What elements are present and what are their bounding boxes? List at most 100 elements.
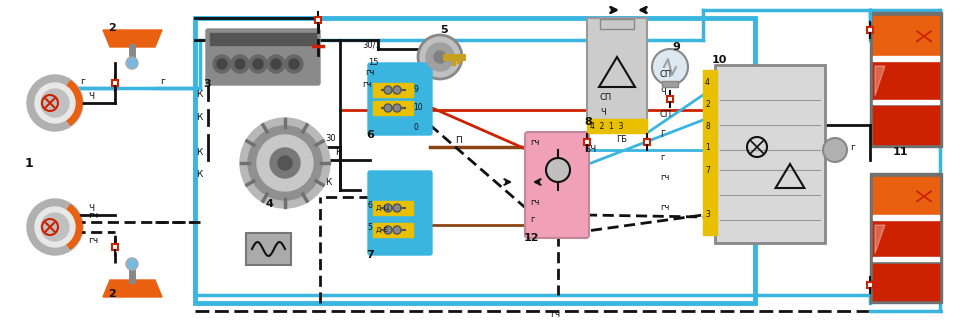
Text: 0: 0 [413, 123, 418, 132]
Bar [873, 16, 939, 57]
Circle shape [41, 89, 69, 117]
Text: СП: СП [660, 70, 672, 79]
Text: г: г [160, 77, 165, 86]
Text: 2: 2 [108, 23, 116, 33]
Circle shape [384, 226, 392, 234]
Text: г: г [530, 215, 535, 224]
Circle shape [384, 204, 392, 212]
Circle shape [217, 59, 227, 69]
Text: гч: гч [88, 236, 98, 245]
Text: гч: гч [362, 80, 372, 89]
Text: 4  2  1  3: 4 2 1 3 [590, 122, 623, 131]
Text: 15: 15 [368, 58, 378, 67]
FancyBboxPatch shape [368, 63, 432, 135]
Text: гч: гч [660, 203, 669, 212]
Circle shape [393, 104, 401, 112]
Circle shape [384, 104, 392, 112]
Text: К: К [196, 90, 203, 99]
Bar [873, 100, 939, 104]
Circle shape [270, 148, 300, 178]
Bar [870, 173, 942, 303]
Text: 8: 8 [705, 122, 709, 131]
Circle shape [546, 158, 570, 182]
Circle shape [27, 199, 83, 255]
Bar [373, 83, 413, 97]
Bar [373, 101, 413, 115]
Text: 2: 2 [705, 100, 709, 109]
Bar [587, 18, 647, 120]
Bar [873, 257, 939, 261]
FancyBboxPatch shape [368, 171, 432, 255]
Bar [644, 139, 650, 145]
Circle shape [267, 55, 285, 73]
Bar [373, 223, 413, 237]
Text: г: г [850, 143, 854, 152]
Text: К: К [335, 148, 342, 157]
Text: гч: гч [88, 211, 98, 220]
Text: 30/1: 30/1 [362, 40, 381, 49]
Text: Г: Г [660, 130, 665, 139]
Text: 1: 1 [25, 157, 34, 170]
Text: 4: 4 [265, 199, 273, 209]
Circle shape [248, 126, 322, 200]
Bar [584, 139, 590, 145]
Text: 4: 4 [705, 78, 709, 87]
Text: БЧ: БЧ [584, 145, 596, 154]
Text: 1: 1 [705, 143, 709, 152]
Bar [873, 215, 939, 220]
Circle shape [235, 59, 245, 69]
Circle shape [126, 57, 138, 69]
Circle shape [231, 55, 249, 73]
Text: 30: 30 [325, 134, 336, 143]
Text: гч: гч [530, 138, 540, 147]
Bar [315, 17, 321, 23]
Circle shape [257, 135, 313, 191]
Text: Ч: Ч [88, 92, 94, 101]
Circle shape [285, 55, 303, 73]
Bar [112, 80, 118, 86]
Text: 9: 9 [672, 42, 680, 52]
Text: К: К [325, 178, 331, 187]
Circle shape [253, 59, 263, 69]
Circle shape [434, 51, 446, 63]
Circle shape [35, 207, 75, 247]
Wedge shape [55, 81, 82, 125]
Text: гч: гч [660, 173, 669, 182]
Text: 12: 12 [524, 233, 540, 243]
Bar [715, 65, 825, 243]
Bar [662, 81, 678, 87]
Polygon shape [875, 225, 885, 254]
Text: 6: 6 [366, 130, 373, 140]
Text: 6: 6 [367, 201, 372, 210]
Bar [873, 56, 939, 60]
Text: К: К [196, 113, 203, 122]
Circle shape [652, 49, 688, 85]
Bar [873, 62, 939, 100]
Polygon shape [875, 66, 885, 96]
Circle shape [426, 43, 454, 71]
Bar [867, 27, 873, 33]
Circle shape [384, 86, 392, 94]
Text: К: К [196, 170, 203, 179]
Bar [873, 177, 939, 216]
Text: Д Ц: Д Ц [376, 205, 389, 211]
Bar [870, 12, 942, 147]
Circle shape [278, 156, 292, 170]
Text: 11: 11 [893, 147, 908, 157]
Bar [667, 96, 673, 102]
Polygon shape [103, 280, 162, 297]
Text: гч: гч [530, 198, 540, 207]
Bar [873, 221, 939, 257]
Wedge shape [55, 205, 82, 249]
Text: 10: 10 [712, 55, 728, 65]
Text: 8: 8 [584, 117, 591, 127]
Text: ГБ: ГБ [616, 135, 627, 144]
Circle shape [213, 55, 231, 73]
Text: СП: СП [600, 93, 612, 102]
Circle shape [393, 226, 401, 234]
Text: гч: гч [550, 310, 560, 319]
Bar [195, 18, 755, 303]
Circle shape [393, 86, 401, 94]
Circle shape [126, 258, 138, 270]
Circle shape [41, 213, 69, 241]
